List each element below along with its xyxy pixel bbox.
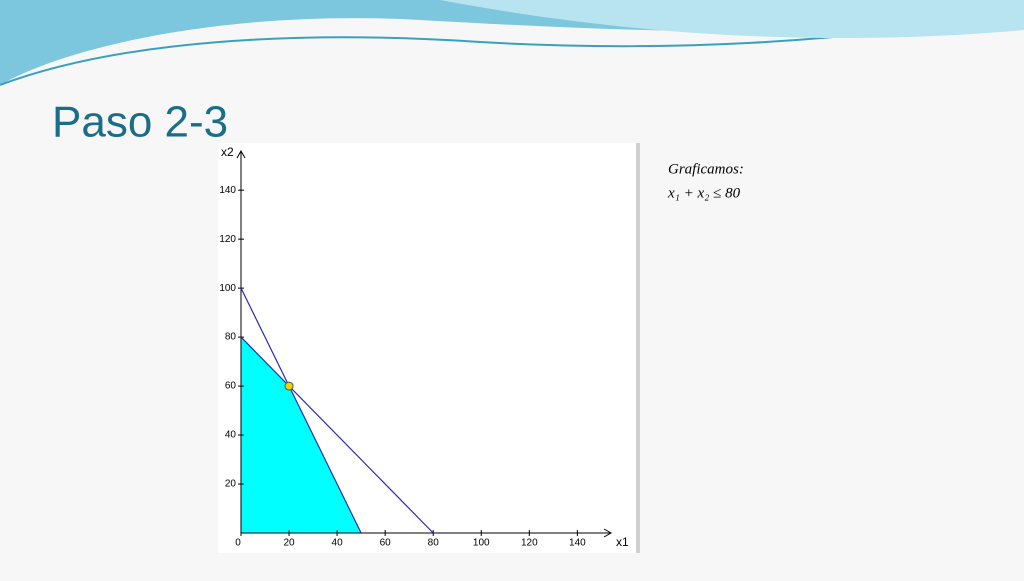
header-wave-light xyxy=(440,0,1024,39)
plot-border xyxy=(636,143,640,553)
x-tick-label: 80 xyxy=(428,538,440,549)
constraint-line xyxy=(240,287,362,534)
y-tick-label: 80 xyxy=(225,332,237,343)
x-axis-arrow xyxy=(603,528,613,538)
x-tick-label: 60 xyxy=(380,538,392,549)
slide-title: Paso 2-3 xyxy=(52,98,228,147)
x-tick-label: 20 xyxy=(283,538,295,549)
x-tick-label: 140 xyxy=(569,538,586,549)
x-axis-label: x1 xyxy=(616,535,629,549)
annotation-inequality: x₁ + x₂ ≤ 80 xyxy=(667,185,741,201)
chart: x1 x2 0 20 40 60 80 100 120 140 20 40 60 80 100 120 140 xyxy=(219,145,629,549)
feasible-region xyxy=(241,337,362,533)
intersection-point xyxy=(284,381,294,391)
constraint-line xyxy=(240,336,434,534)
y-tick-label: 20 xyxy=(225,479,237,490)
x-tick-label: 100 xyxy=(473,538,490,549)
y-tick-label: 40 xyxy=(225,430,237,441)
x-tick-label: 120 xyxy=(521,538,538,549)
annotation-heading: Graficamos: xyxy=(668,161,744,177)
y-tick-label: 120 xyxy=(219,234,236,245)
x-tick-label: 0 xyxy=(235,538,241,549)
y-tick-label: 140 xyxy=(219,185,236,196)
y-tick-label: 100 xyxy=(219,283,236,294)
y-axis-label: x2 xyxy=(221,145,234,159)
x-tick-label: 40 xyxy=(332,538,344,549)
y-axis-arrow xyxy=(236,149,246,159)
y-tick-label: 60 xyxy=(225,381,237,392)
